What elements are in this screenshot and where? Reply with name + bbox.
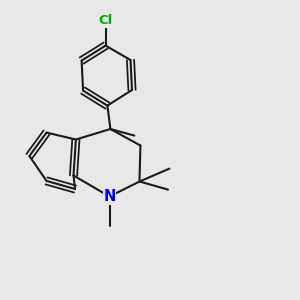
Text: N: N (103, 189, 116, 204)
Text: Cl: Cl (98, 14, 113, 28)
